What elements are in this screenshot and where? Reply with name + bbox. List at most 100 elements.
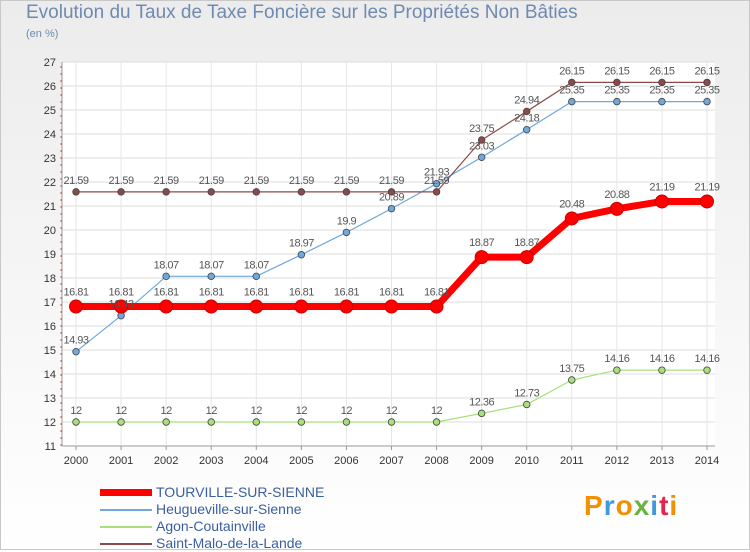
proxiti-logo: Proxiti: [584, 490, 678, 522]
y-tick-label: 26: [44, 81, 56, 93]
x-tick-label: 2002: [154, 455, 178, 467]
logo-letter: i: [669, 490, 679, 521]
legend-item: Saint-Malo-de-la-Lande: [100, 535, 360, 552]
data-label: 18.07: [244, 259, 269, 271]
data-point: [700, 194, 714, 209]
legend-item: Agon-Coutainville: [100, 518, 360, 535]
data-point: [654, 194, 669, 209]
data-label: 12: [296, 405, 308, 417]
data-point: [297, 188, 306, 196]
data-label: 21.19: [694, 181, 719, 193]
data-label: 21.59: [154, 175, 179, 187]
data-point: [339, 299, 354, 314]
data-label: 21.59: [424, 175, 449, 187]
data-point: [477, 136, 486, 144]
data-label: 24.18: [514, 113, 539, 125]
data-label: 26.15: [694, 65, 719, 77]
data-point: [703, 97, 711, 106]
data-point: [252, 418, 260, 426]
data-label: 16.81: [379, 287, 404, 299]
y-tick-label: 11: [45, 441, 56, 453]
data-label: 12: [115, 405, 127, 417]
data-label: 12.36: [469, 396, 494, 408]
data-label: 25.35: [694, 85, 719, 97]
data-point: [432, 179, 441, 188]
data-label: 12: [251, 405, 263, 417]
data-label: 20.88: [604, 189, 629, 201]
data-label: 21.59: [379, 175, 404, 187]
data-label: 16.81: [154, 287, 179, 299]
y-tick-label: 20: [44, 225, 56, 237]
data-point: [613, 97, 621, 106]
y-tick-label: 25: [44, 105, 56, 117]
data-label: 21.59: [109, 175, 134, 187]
x-tick-label: 2004: [244, 455, 268, 467]
data-point: [658, 366, 666, 374]
data-label: 12: [70, 405, 82, 417]
data-label: 20.89: [379, 192, 404, 204]
x-tick-label: 2003: [199, 455, 223, 467]
data-label: 18.87: [469, 237, 494, 249]
y-tick-label: 18: [44, 273, 56, 285]
data-point: [294, 299, 309, 314]
data-label: 21.59: [334, 175, 359, 187]
data-point: [519, 250, 534, 265]
data-label: 25.35: [649, 85, 674, 97]
data-label: 21.59: [244, 175, 269, 187]
legend-swatch: [100, 489, 152, 496]
legend-label: Saint-Malo-de-la-Lande: [156, 535, 303, 551]
legend: TOURVILLE-SUR-SIENNE Heugueville-sur-Sien…: [100, 484, 360, 552]
y-tick-label: 24: [44, 129, 56, 141]
data-label: 16.81: [63, 287, 88, 299]
logo-letter: x: [633, 490, 651, 521]
data-point: [72, 418, 80, 426]
x-tick-label: 2013: [650, 455, 674, 467]
data-label: 12: [341, 405, 353, 417]
data-label: 14.16: [694, 353, 719, 365]
data-point: [613, 366, 621, 374]
x-tick-label: 2005: [289, 455, 313, 467]
data-label: 16.43: [109, 299, 134, 311]
data-point: [387, 418, 396, 426]
data-label: 16.81: [244, 287, 269, 299]
data-point: [207, 418, 215, 426]
data-point: [613, 78, 621, 87]
logo-letter: t: [659, 490, 670, 521]
data-point: [204, 299, 219, 314]
data-label: 24.94: [514, 94, 539, 106]
data-point: [523, 125, 531, 134]
logo-letter: P: [584, 490, 604, 521]
data-label: 25.35: [559, 85, 584, 97]
legend-swatch: [100, 526, 152, 528]
data-label: 18.07: [154, 259, 179, 271]
data-label: 18.97: [289, 238, 314, 250]
y-tick-label: 17: [44, 297, 56, 309]
legend-label: Agon-Coutainville: [156, 518, 266, 534]
data-point: [72, 347, 80, 356]
x-tick-label: 2009: [469, 455, 493, 467]
legend-item: Heugueville-sur-Sienne: [100, 501, 360, 518]
data-point: [609, 201, 624, 216]
data-point: [297, 418, 306, 426]
data-point: [474, 250, 489, 265]
chart-title: Evolution du Taux de Taxe Foncière sur l…: [26, 2, 578, 23]
data-point: [477, 153, 486, 161]
y-tick-label: 14: [44, 369, 56, 381]
data-label: 23.03: [469, 140, 494, 152]
data-label: 16.81: [109, 287, 134, 299]
data-point: [342, 228, 351, 237]
data-point: [387, 188, 396, 196]
data-label: 16.81: [289, 287, 314, 299]
data-point: [568, 78, 576, 87]
data-point: [252, 188, 260, 196]
data-label: 14.16: [649, 353, 674, 365]
data-label: 12: [206, 405, 218, 417]
data-point: [162, 272, 170, 281]
logo-letter: r: [603, 490, 616, 521]
x-tick-label: 2008: [424, 455, 448, 467]
data-point: [703, 78, 711, 87]
data-label: 21.59: [199, 175, 224, 187]
data-point: [72, 188, 80, 196]
data-label: 21.19: [649, 181, 674, 193]
y-tick-label: 27: [44, 57, 56, 69]
